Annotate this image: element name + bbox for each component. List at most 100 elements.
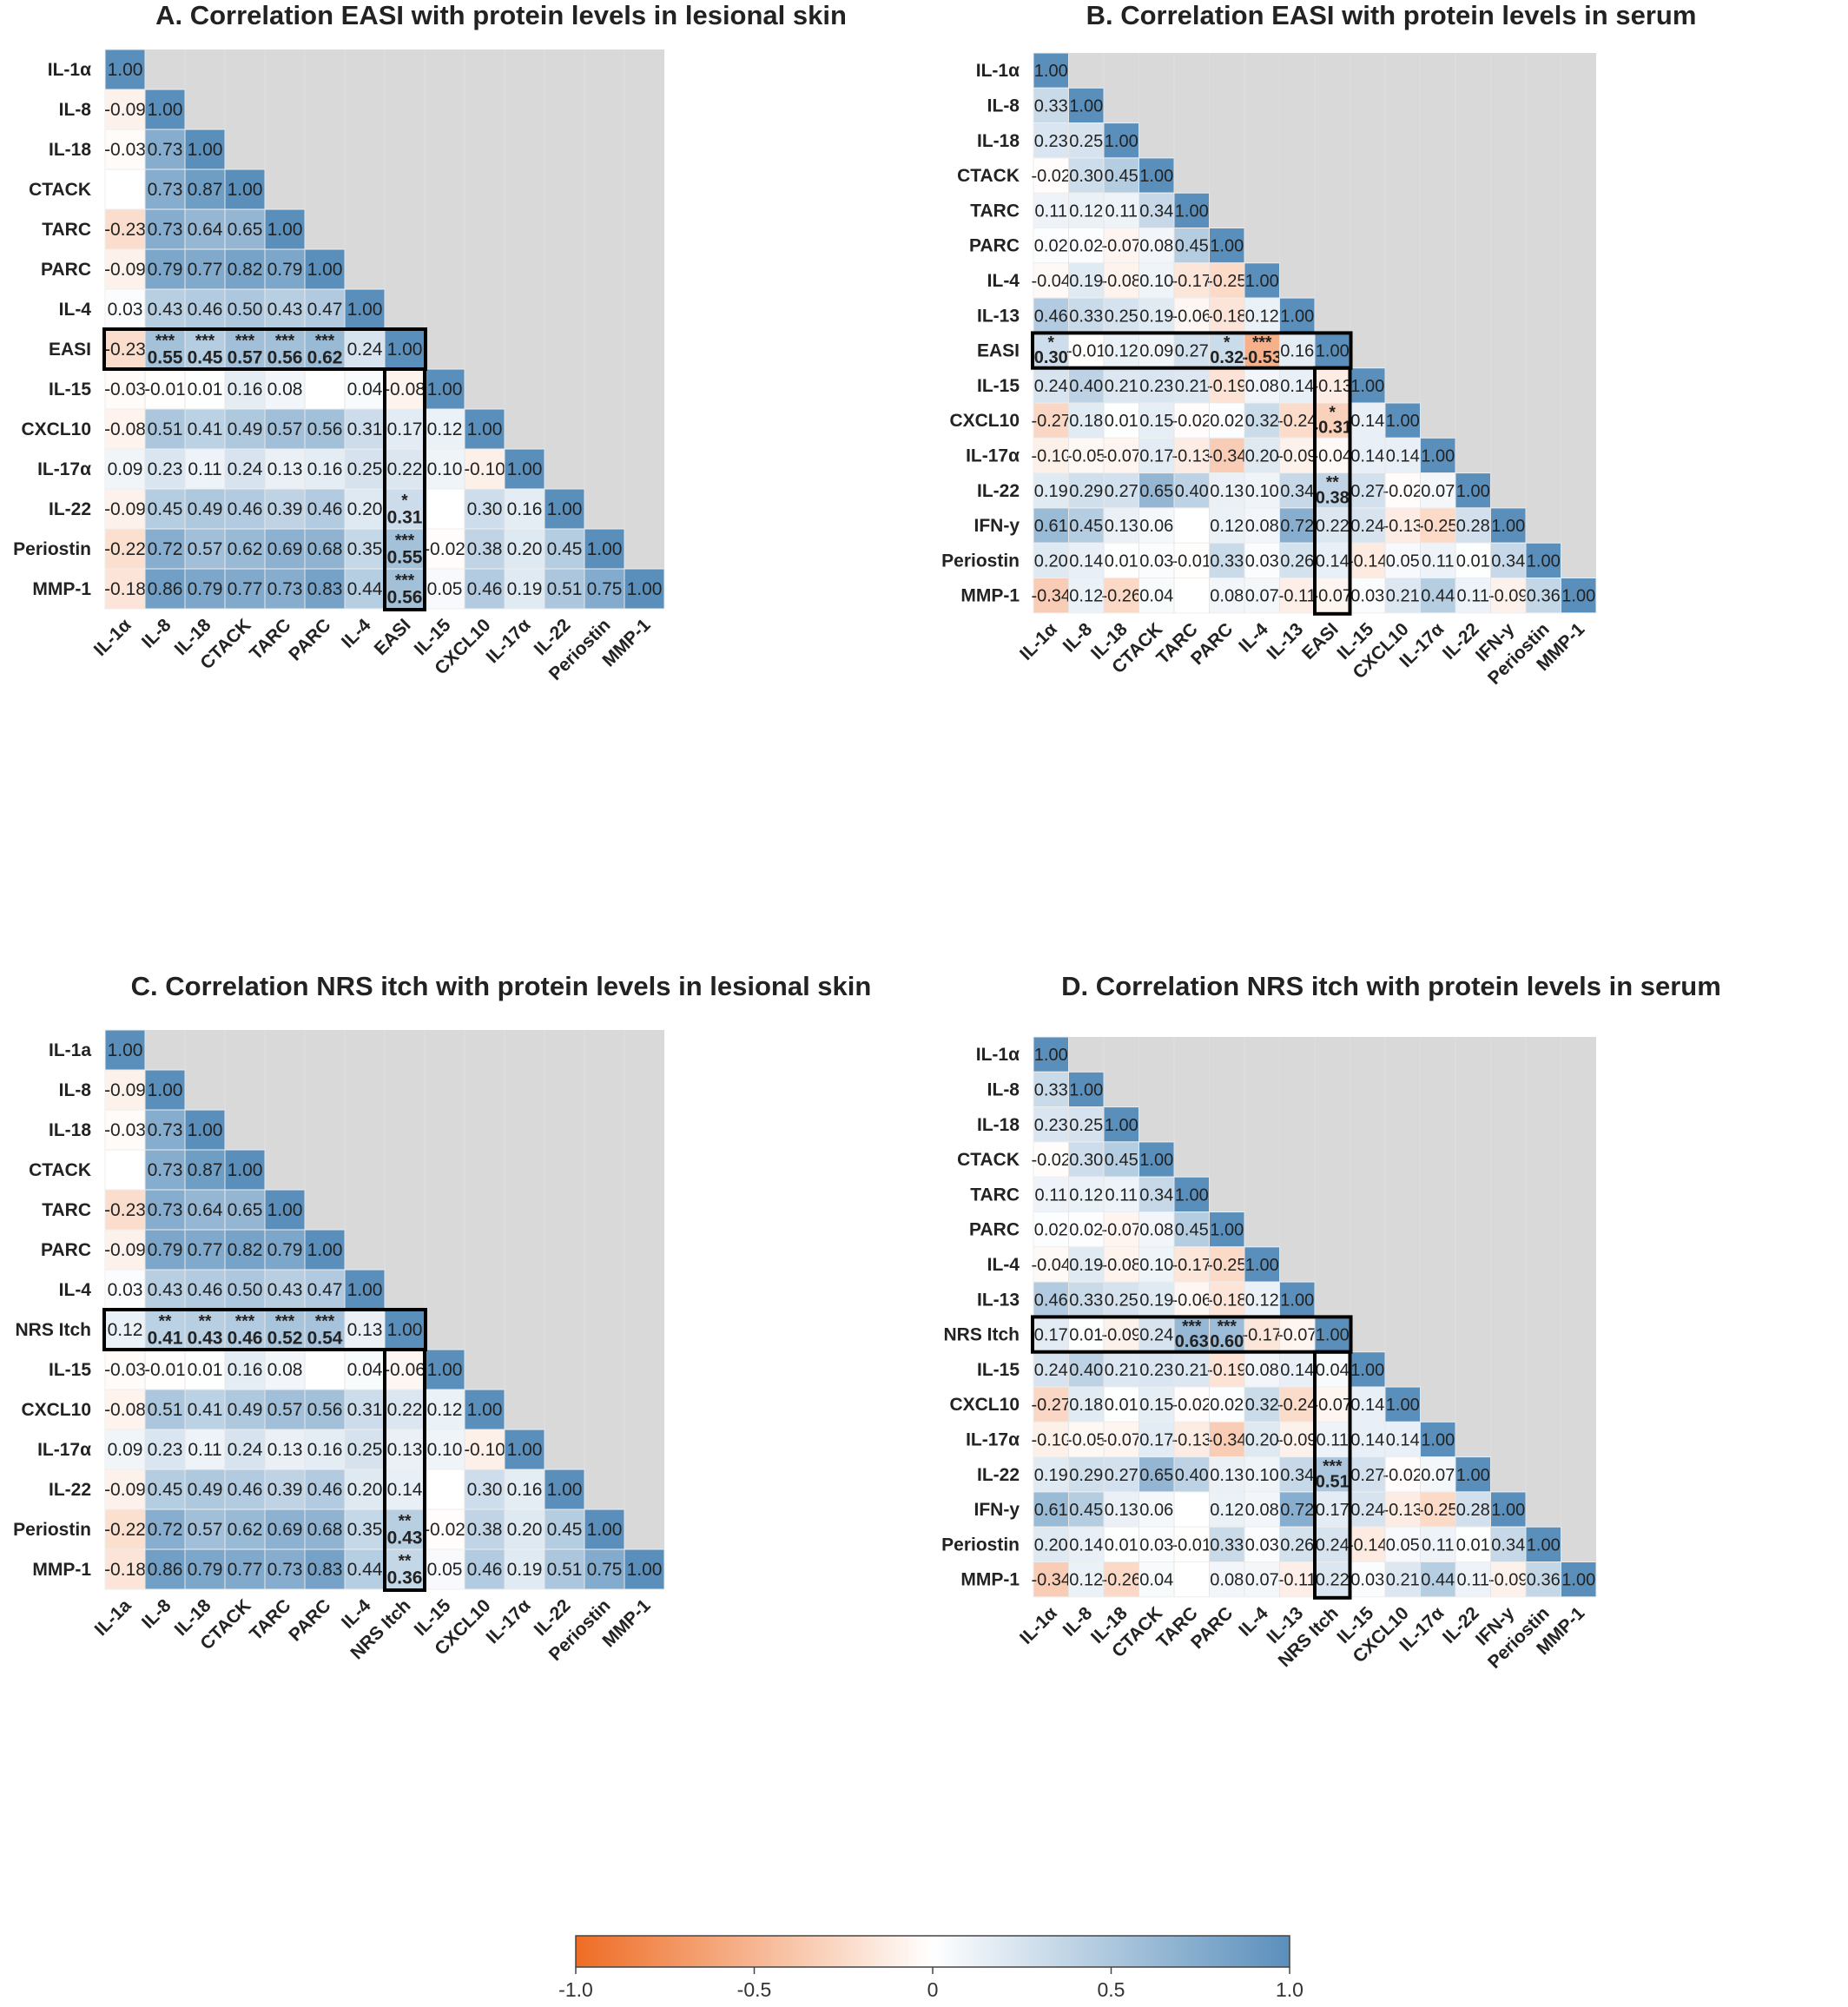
cell-value: 0.79: [148, 1240, 183, 1260]
colorbar-tick-label: 1.0: [1276, 1978, 1304, 2001]
heatmap-cell: [184, 488, 226, 530]
heatmap-cell: [1244, 1491, 1280, 1528]
significance-label: **: [1326, 474, 1339, 492]
heatmap-cell: [1350, 437, 1386, 474]
cell-value: 1.00: [387, 1320, 423, 1340]
cell-value: 0.56: [267, 348, 303, 368]
cell-value: 0.79: [148, 260, 183, 280]
row-label: IL-18: [49, 140, 91, 160]
heatmap-cell: [1420, 472, 1456, 509]
significance-label: *: [401, 492, 408, 510]
significance-label: **: [399, 1512, 412, 1530]
cell-value: 0.01: [1456, 1535, 1490, 1555]
cell-value: 1.00: [148, 100, 183, 120]
cell-value: -0.09: [104, 260, 146, 280]
cell-value: -0.26: [1101, 587, 1141, 606]
heatmap-cell: [384, 1349, 426, 1390]
cell-value: 0.46: [1034, 1291, 1068, 1310]
row-label: MMP-1: [32, 1560, 91, 1580]
row-label: IL-8: [987, 96, 1020, 116]
cell-value: 0.34: [1280, 1466, 1314, 1485]
row-label: EASI: [977, 341, 1020, 361]
cell-value: 0.46: [467, 1560, 503, 1580]
row-label: EASI: [49, 340, 91, 360]
significance-label: ***: [1182, 1317, 1202, 1336]
heatmap-cell: [184, 408, 226, 450]
cell-value: 0.12: [1105, 342, 1138, 361]
row-label: IL-4: [987, 271, 1020, 291]
heatmap-cell: [304, 1349, 346, 1390]
cell-value: 0.02: [1069, 237, 1103, 256]
cell-value: -0.10: [1031, 1430, 1071, 1449]
heatmap-cell: [1033, 262, 1069, 299]
cell-value: -0.02: [424, 539, 465, 559]
heatmap-cell: [104, 1269, 146, 1310]
cell-value: 1.00: [267, 1200, 303, 1220]
cell-value: 0.69: [267, 1520, 303, 1540]
cell-value: 0.34: [1491, 551, 1525, 571]
cell-value: 0.31: [347, 419, 383, 439]
cell-value: -0.53: [1242, 348, 1282, 367]
heatmap-cell: [224, 1509, 266, 1550]
cell-value: 0.14: [1386, 1430, 1420, 1449]
cell-value: 0.20: [507, 1520, 543, 1540]
heatmap-cell: [304, 1309, 346, 1350]
column-label: IL-1α: [1016, 619, 1061, 664]
cell-value: 1.00: [1175, 1185, 1209, 1205]
heatmap-cell: [1244, 1561, 1280, 1598]
significance-label: ***: [235, 1312, 255, 1330]
cell-value: 0.13: [267, 1440, 303, 1460]
heatmap-cell: [1420, 1561, 1456, 1598]
cell-value: 0.03: [1139, 1535, 1173, 1555]
heatmap-cell: [464, 568, 505, 610]
row-label: PARC: [969, 1220, 1020, 1240]
heatmap-panel-b: B. Correlation EASI with protein levels …: [941, 0, 1696, 689]
cell-value: 1.00: [148, 1080, 183, 1100]
cell-value: 0.13: [347, 1320, 383, 1340]
cell-value: -0.09: [1101, 1326, 1141, 1345]
heatmap-cell: [104, 1509, 146, 1550]
cell-value: 0.73: [148, 180, 183, 200]
cell-value: 0.60: [1210, 1332, 1244, 1351]
highlight-row-box: [1031, 1315, 1353, 1354]
cell-value: 0.24: [1316, 1535, 1350, 1555]
cell-value: 1.00: [1139, 1151, 1173, 1170]
row-label: IL-17α: [966, 446, 1020, 465]
cell-value: 0.20: [507, 539, 543, 559]
heatmap-cell: [624, 1548, 665, 1590]
cell-value: 0.12: [1069, 1185, 1103, 1205]
heatmap-cell: [1244, 1281, 1280, 1317]
cell-value: -0.09: [104, 100, 146, 120]
heatmap-cell: [144, 1469, 186, 1510]
cell-value: 0.57: [188, 539, 223, 559]
heatmap-cell: [144, 1149, 186, 1191]
cell-value: 0.77: [188, 1240, 223, 1260]
cell-value: 0.21: [1386, 1571, 1420, 1590]
heatmap-cell: [1103, 1176, 1139, 1212]
cell-value: -0.08: [1101, 272, 1141, 291]
heatmap-cell: [1103, 1386, 1139, 1423]
row-label: IL-15: [977, 1360, 1020, 1380]
cell-value: 1.00: [1421, 446, 1455, 465]
heatmap-cell: [1068, 1211, 1105, 1248]
cell-value: -0.09: [1277, 446, 1317, 465]
cell-value: 0.35: [347, 539, 383, 559]
heatmap-cell: [384, 448, 426, 490]
heatmap-cell: [304, 368, 346, 410]
heatmap-cell: [1033, 402, 1069, 439]
heatmap-cell: [104, 448, 146, 490]
cell-value: -0.10: [464, 1440, 505, 1460]
heatmap-cell: [1068, 1106, 1105, 1143]
cell-value: 1.00: [108, 1040, 143, 1060]
cell-value: 0.01: [1105, 1535, 1138, 1555]
row-label: TARC: [42, 1200, 91, 1220]
significance-label: ***: [1323, 1458, 1343, 1476]
heatmap-cell: [1138, 1176, 1175, 1212]
cell-value: 0.11: [1422, 1535, 1454, 1555]
heatmap-cell: [104, 1189, 146, 1231]
column-label: IL-17α: [482, 1595, 534, 1647]
cell-value: 0.44: [1421, 1571, 1455, 1590]
row-label: PARC: [41, 260, 91, 280]
cell-value: 0.79: [267, 260, 303, 280]
heatmap-cell: [144, 1309, 186, 1350]
